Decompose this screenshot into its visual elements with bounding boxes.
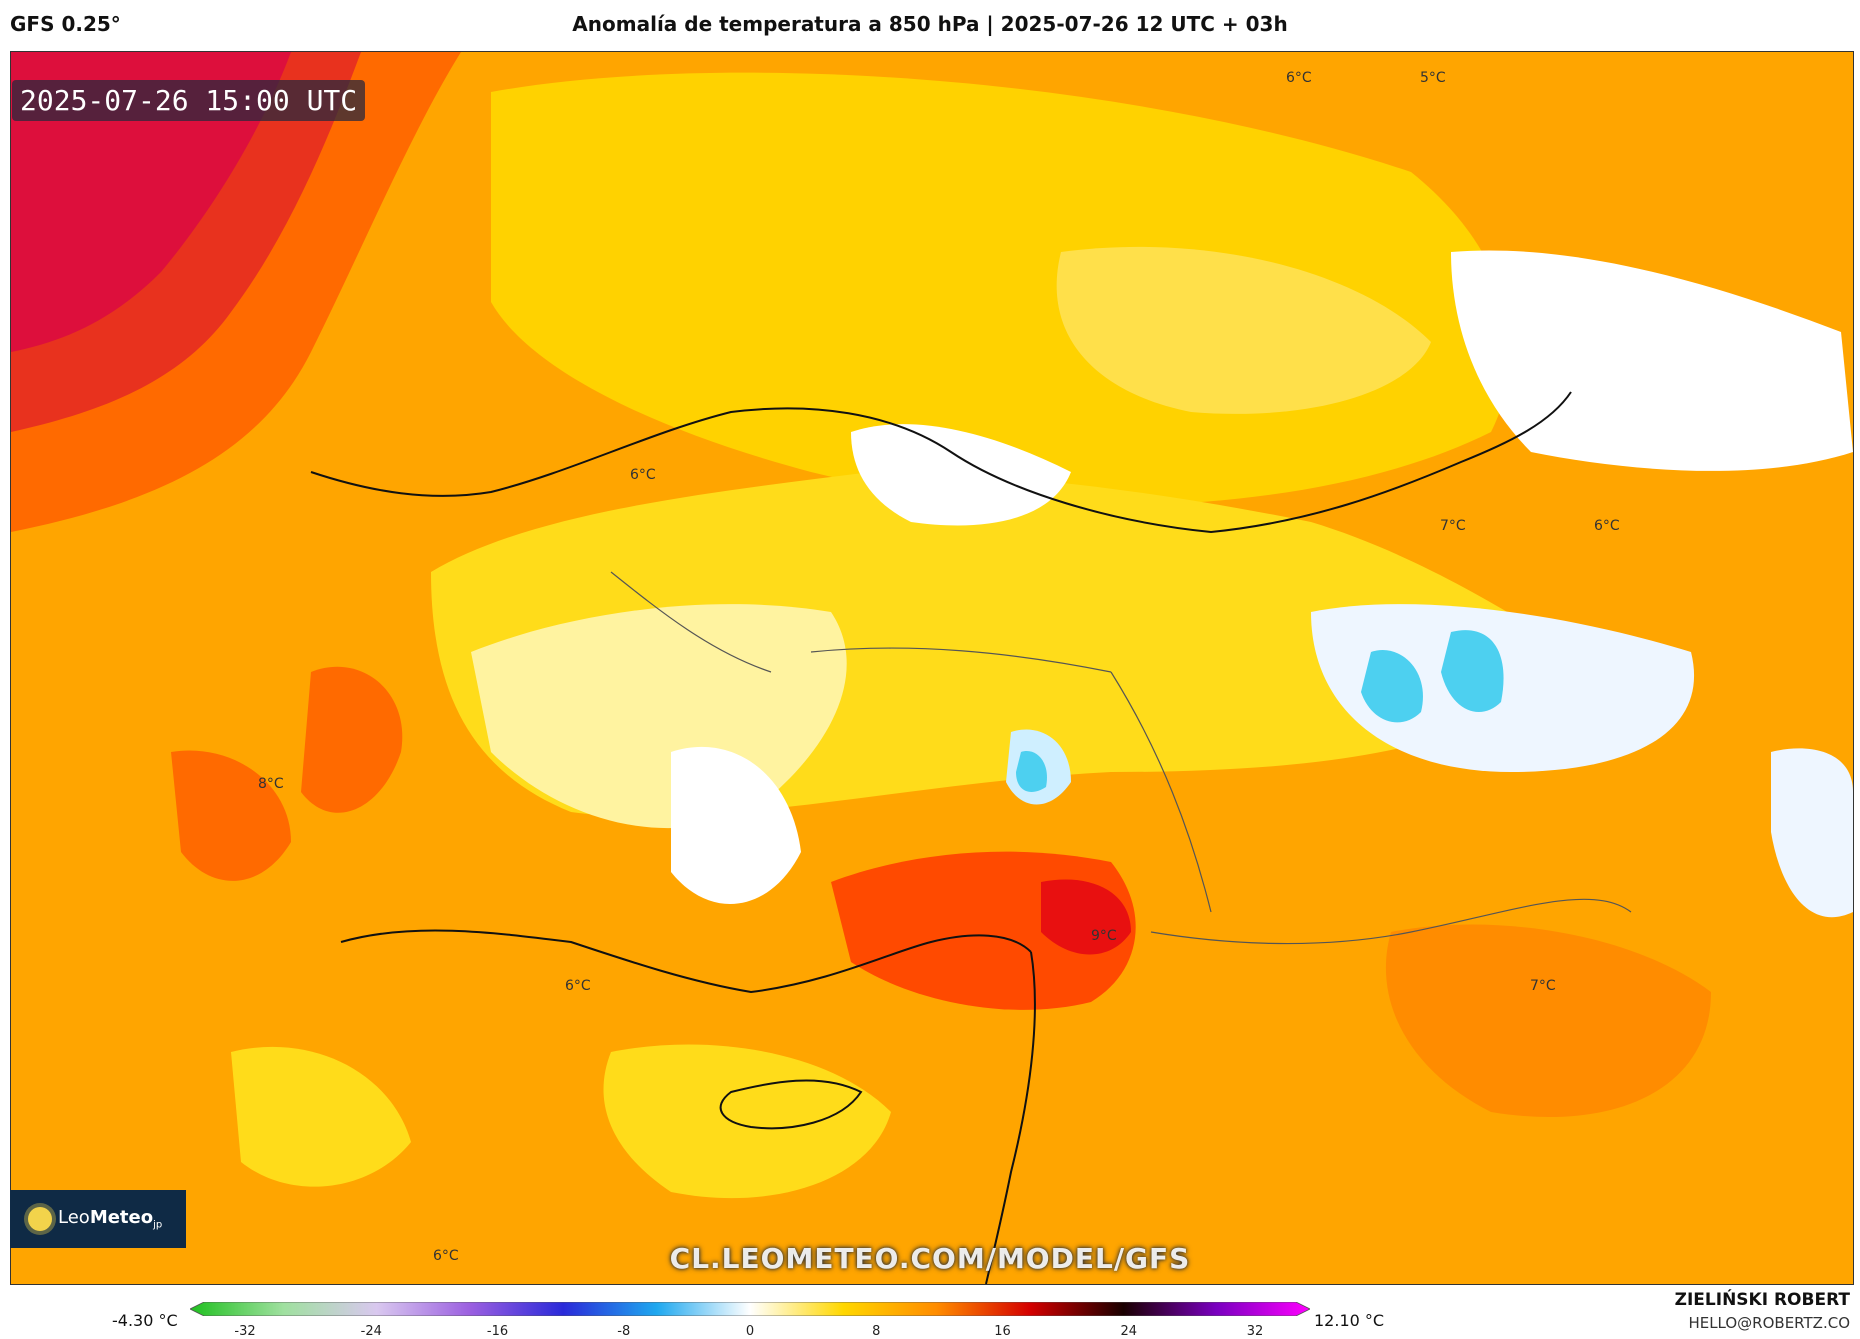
- contour-label: 7°C: [1530, 978, 1556, 994]
- colorbar-tick-label: 24: [1120, 1324, 1138, 1339]
- contour-label: 8°C: [258, 776, 284, 792]
- colorbar-tick-label: 0: [745, 1324, 755, 1339]
- leometeo-logo: LeoMeteojp: [10, 1190, 186, 1248]
- colorbar-tick-label: 8: [872, 1324, 881, 1339]
- contour-label: 7°C: [1440, 518, 1466, 534]
- sun-icon: [28, 1207, 52, 1231]
- contour-label: 5°C: [1420, 70, 1446, 86]
- anomaly-map: [10, 51, 1854, 1285]
- contour-label: 6°C: [565, 978, 591, 994]
- source-url-watermark: CL.LEOMETEO.COM/MODEL/GFS: [669, 1242, 1191, 1275]
- map-title: Anomalía de temperatura a 850 hPa | 2025…: [572, 12, 1288, 36]
- valid-time-label: 2025-07-26 15:00 UTC: [12, 80, 366, 121]
- colorbar-max-label: 12.10 °C: [1314, 1311, 1385, 1330]
- model-name: GFS 0.25°: [10, 12, 121, 36]
- contour-label: 6°C: [630, 467, 656, 483]
- colorbar-tick-label: -16: [486, 1324, 509, 1339]
- colorbar-tick-label: -32: [234, 1324, 256, 1339]
- author-name: ZIELIŃSKI ROBERT: [1674, 1290, 1850, 1310]
- author-email: HELLO@ROBERTZ.CO: [1688, 1314, 1850, 1332]
- contour-label: 6°C: [433, 1248, 459, 1264]
- colorbar-tick-label: -8: [617, 1324, 631, 1339]
- colorbar-tick-label: 32: [1246, 1324, 1264, 1339]
- colorbar: [190, 1302, 1310, 1316]
- colorbar-tick-label: -24: [360, 1324, 382, 1339]
- colorbar-tick-label: 16: [994, 1324, 1011, 1339]
- colorbar-min-label: -4.30 °C: [112, 1311, 178, 1330]
- contour-label: 6°C: [1594, 518, 1620, 534]
- contour-label: 9°C: [1091, 928, 1117, 944]
- contour-label: 6°C: [1286, 70, 1312, 86]
- map-canvas: [11, 52, 1853, 1284]
